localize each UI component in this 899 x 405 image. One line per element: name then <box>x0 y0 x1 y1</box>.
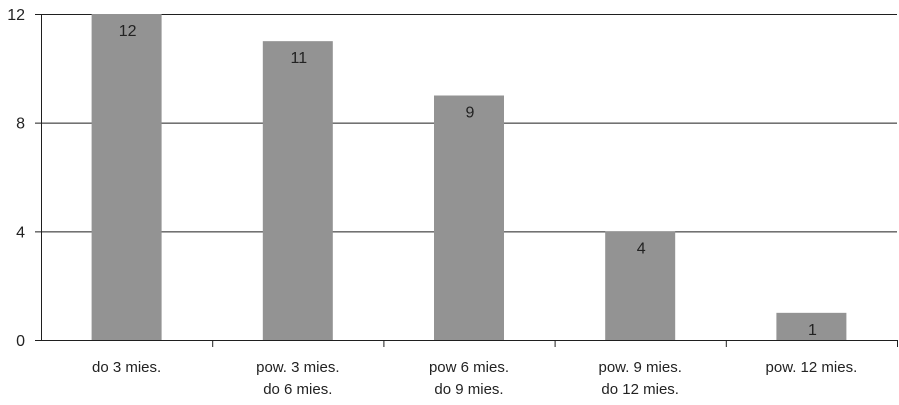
data-labels-layer: 12 11 9 4 1 <box>119 23 817 339</box>
x-tick-label: do 3 mies. <box>92 359 161 376</box>
bar-value-label: 9 <box>466 105 475 122</box>
y-axis: 0 4 8 12 <box>7 7 42 350</box>
bar <box>262 41 333 341</box>
x-tick-label: pow. 9 mies. <box>599 359 682 376</box>
y-tick-label: 12 <box>7 7 25 24</box>
x-axis: do 3 mies. pow. 3 mies. do 6 mies. pow 6 mi… <box>35 340 898 398</box>
bar-value-label: 1 <box>808 322 817 339</box>
bar <box>434 95 504 340</box>
x-tick-label: do 9 mies. <box>434 381 503 398</box>
bar <box>605 231 676 340</box>
y-tick-label: 0 <box>16 333 25 350</box>
bar-value-label: 11 <box>290 50 307 67</box>
x-tick-label: pow. 3 mies. <box>256 359 339 376</box>
y-tick-label: 4 <box>16 224 25 241</box>
x-tick-label: do 6 mies. <box>263 381 332 398</box>
x-tick-label: pow. 12 mies. <box>766 359 858 376</box>
y-tick-label: 8 <box>16 116 25 133</box>
x-tick-label: pow 6 mies. <box>429 359 509 376</box>
bar <box>776 312 847 340</box>
bar <box>91 14 162 340</box>
bar-value-label: 12 <box>119 23 137 40</box>
bars-layer <box>91 14 847 341</box>
x-tick-label: do 12 mies. <box>601 381 679 398</box>
bar-value-label: 4 <box>637 240 646 257</box>
